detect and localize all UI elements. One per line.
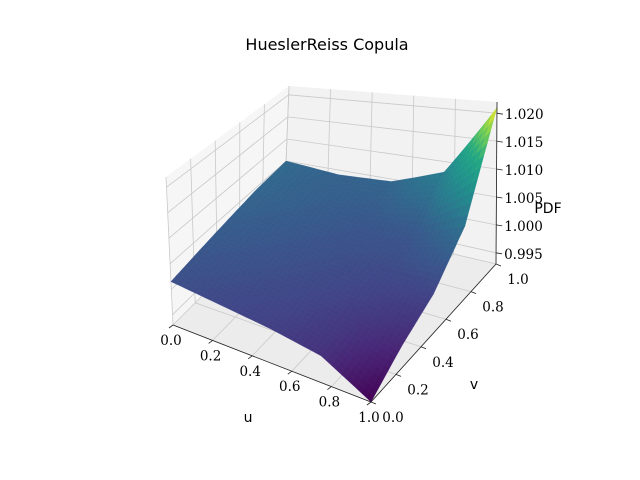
v-tick-label: 0.8 (482, 300, 503, 316)
z-tick-label: 1.005 (504, 191, 543, 207)
u-tick-mark (247, 355, 253, 360)
u-tick-label: 0.4 (239, 364, 260, 380)
u-axis-line (172, 324, 372, 403)
axis-edges (172, 101, 498, 403)
z-gridline (168, 138, 497, 239)
v-tick-label: 0.2 (407, 382, 428, 398)
z-gridline (167, 116, 497, 214)
v-tick-mark (470, 291, 477, 294)
v-tick-mark (395, 374, 402, 377)
surface-mesh (170, 107, 498, 403)
axis-ticks: 0.00.20.40.60.81.0 0.00.20.40.60.81.00.99… (160, 107, 543, 426)
z-axis-label: PDF (534, 201, 561, 217)
u-tick-label: 0.6 (279, 379, 300, 395)
v-tick-label: 1.0 (507, 272, 528, 288)
v-tick-label: 0.0 (382, 410, 403, 426)
z-axis-line (495, 101, 498, 265)
u-tick-label: 0.0 (160, 333, 181, 349)
z-tick-mark (496, 112, 503, 115)
u-tick-mark (366, 401, 372, 406)
u-tick-label: 0.8 (319, 395, 340, 411)
u-tick-label: 0.2 (200, 348, 221, 364)
v-tick-mark (445, 318, 452, 322)
v-tick-mark (370, 401, 377, 405)
v-axis-line (370, 263, 497, 403)
z-tick-mark (496, 168, 503, 171)
chart-title: HueslerReiss Copula (245, 35, 408, 54)
u-tick-mark (287, 370, 293, 375)
v-tick-label: 0.6 (457, 327, 478, 343)
z-tick-label: 1.015 (505, 135, 544, 151)
z-tick-mark (496, 252, 503, 255)
z-tick-mark (496, 140, 503, 143)
u-tick-label: 1.0 (358, 410, 379, 426)
u-tick-mark (208, 340, 213, 344)
x-axis-label: u (244, 410, 253, 426)
z-tick-label: 0.995 (504, 247, 543, 263)
u-tick-mark (327, 386, 332, 390)
z-tick-mark (496, 224, 503, 227)
v-tick-mark (420, 346, 427, 350)
z-tick-mark (496, 196, 503, 199)
v-tick-mark (495, 263, 502, 267)
z-gridline (166, 94, 497, 188)
u-tick-mark (168, 324, 174, 329)
z-tick-label: 1.000 (504, 219, 543, 235)
z-tick-label: 1.020 (505, 107, 544, 123)
y-axis-label: v (470, 377, 478, 393)
surface-patch (365, 391, 375, 403)
v-tick-label: 0.4 (432, 355, 453, 371)
z-tick-label: 1.010 (505, 163, 544, 179)
